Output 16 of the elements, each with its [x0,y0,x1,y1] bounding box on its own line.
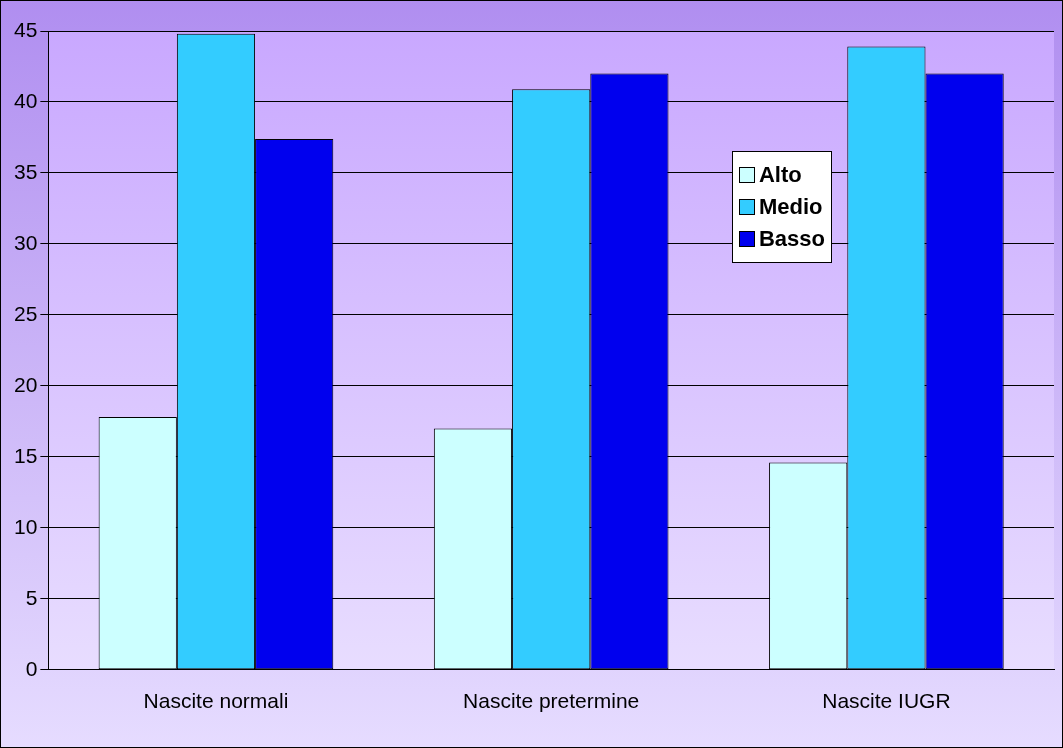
x-tick-label: Nascite IUGR [822,689,951,713]
y-tick-label: 20 [14,372,38,396]
y-tick-label: 30 [14,230,38,254]
x-tick-label: Nascite pretermine [463,689,640,713]
series-label: Medio [758,194,823,220]
y-tick-label: 5 [25,585,38,609]
y-tick-label: 25 [14,301,38,325]
x-tick-label: Nascite normali [143,689,289,713]
y-tick-label: 35 [14,159,38,183]
legend-label: Basso [758,226,825,252]
y-tick-label: 45 [14,17,38,41]
y-tick-label: 0 [25,656,38,680]
y-tick-label: 15 [14,443,38,467]
y-tick-label: 40 [14,88,38,112]
y-tick-label: 10 [14,514,38,538]
legend-label: Alto [758,162,802,188]
